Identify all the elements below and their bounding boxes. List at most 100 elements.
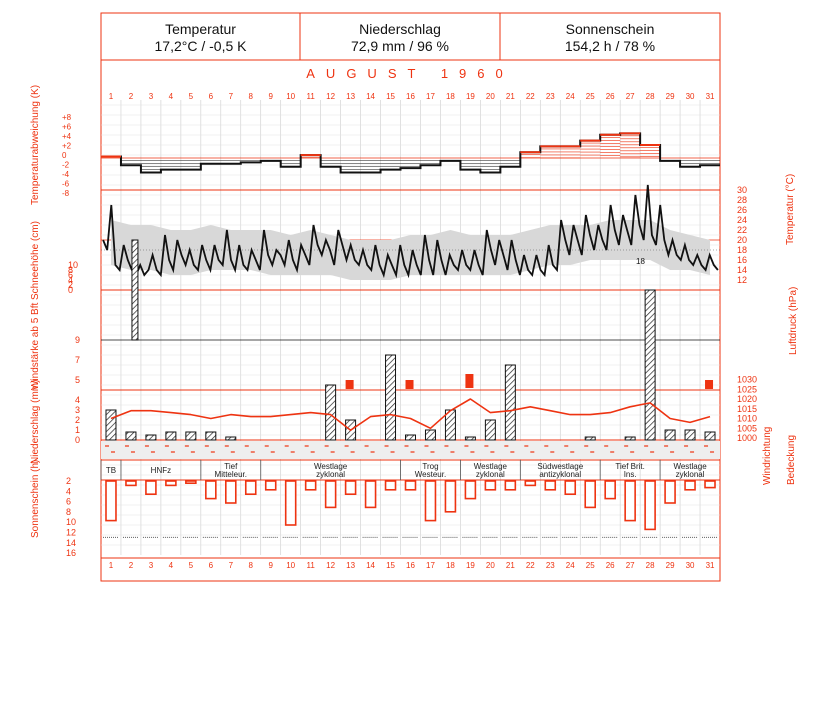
day-label-top: 20: [486, 92, 495, 101]
day-label-bottom: 5: [189, 561, 194, 570]
temp-deviation-bar: [120, 160, 141, 164]
day-label-bottom: 23: [546, 561, 555, 570]
pressure-tick: 1025: [737, 384, 757, 394]
temp-deviation-tick: +2: [62, 142, 72, 151]
pressure-tick: 1000: [737, 433, 757, 443]
sunshine-bar: [664, 480, 676, 504]
temp-deviation-fill: [680, 158, 700, 167]
temp-deviation-bar: [360, 160, 381, 170]
cloud-cover-axis-label: Bedeckung: [786, 434, 797, 485]
day-label-top: 3: [149, 92, 154, 101]
weather-type-label: HNFz: [151, 466, 171, 475]
weather-type-label: antizyklonal: [539, 470, 581, 479]
temperature-tick: 20: [737, 235, 747, 245]
wind-direction-strip: [101, 441, 720, 459]
temp-deviation-fill: [420, 158, 440, 165]
mean-temperature-label: 18: [636, 257, 645, 266]
temp-deviation-bar: [580, 142, 601, 156]
sunshine-tick: 12: [66, 528, 76, 538]
temp-deviation-bar: [540, 148, 561, 159]
sunshine-bar: [264, 480, 277, 491]
weather-type-label: Ins.: [624, 470, 637, 479]
precipitation-bar: [504, 364, 516, 441]
day-label-top: 1: [109, 92, 114, 101]
snow-tick: 10: [68, 260, 78, 270]
day-label-top: 2: [129, 92, 134, 101]
day-label-top: 19: [466, 92, 475, 101]
precipitation-tick: 0: [75, 435, 80, 445]
sunshine-bar: [464, 480, 477, 500]
day-label-bottom: 30: [686, 561, 695, 570]
temperature-tick: 18: [737, 245, 747, 255]
sunshine-bar: [644, 480, 656, 531]
precipitation-bar: [205, 431, 217, 441]
sunshine-bar: [524, 480, 537, 487]
day-label-top: 4: [169, 92, 174, 101]
weather-type-label: Tief: [224, 462, 238, 471]
day-label-top: 31: [706, 92, 715, 101]
day-label-top: 28: [646, 92, 655, 101]
temp-deviation-bar: [240, 160, 261, 161]
sunshine-bar: [344, 480, 357, 495]
wind-bar: [131, 239, 139, 341]
temperature-tick: 16: [737, 255, 747, 265]
precipitation-bar: [105, 409, 117, 441]
precipitation-bar: [145, 434, 157, 441]
pressure-tick: 1010: [737, 414, 757, 424]
day-label-bottom: 21: [506, 561, 515, 570]
day-label-top: 22: [526, 92, 535, 101]
sunshine-bar: [684, 480, 696, 491]
sunshine-tick: 4: [66, 486, 71, 496]
day-label-top: 6: [209, 92, 214, 101]
temp-deviation-bar: [160, 160, 181, 170]
storm-marker: [465, 374, 474, 388]
weather-type-label: zyklonal: [476, 470, 505, 479]
precipitation-tick: 2: [75, 415, 80, 425]
temp-deviation-bar: [500, 160, 521, 167]
precipitation-bar: [624, 436, 636, 441]
temp-deviation-bar: [640, 145, 661, 158]
temperature-tick: 26: [737, 205, 747, 215]
day-label-top: 7: [229, 92, 234, 101]
sunshine-bar: [624, 480, 636, 522]
weather-type-label: Westeur.: [415, 470, 446, 479]
snow-tick: 2: [68, 280, 73, 290]
day-label-top: 15: [386, 92, 395, 101]
sunshine-bar: [404, 480, 417, 491]
day-label-top: 5: [189, 92, 194, 101]
sunshine-bar: [244, 480, 257, 495]
pressure-tick: 1005: [737, 423, 757, 433]
day-label-bottom: 25: [586, 561, 595, 570]
precipitation-tick: 3: [75, 405, 80, 415]
temp-deviation-fill: [281, 158, 301, 167]
temp-deviation-tick: 0: [62, 151, 67, 160]
temperature-tick: 12: [737, 275, 747, 285]
day-label-top: 13: [346, 92, 355, 101]
precipitation-bar: [424, 429, 436, 441]
temp-deviation-bar: [620, 135, 641, 158]
day-label-bottom: 4: [169, 561, 174, 570]
day-label-bottom: 12: [326, 561, 335, 570]
sunshine-tick: 14: [66, 538, 76, 548]
pressure-tick: 1030: [737, 375, 757, 385]
day-label-top: 29: [666, 92, 675, 101]
temperature-summary-title: Temperatur: [165, 21, 236, 37]
precipitation-bar: [125, 431, 137, 441]
weather-type-label: Tief Brit.: [615, 462, 644, 471]
day-label-top: 30: [686, 92, 695, 101]
precipitation-bar: [405, 434, 416, 441]
temp-deviation-fill: [640, 145, 660, 158]
temp-deviation-bar: [380, 160, 401, 170]
day-label-top: 8: [249, 92, 254, 101]
temperature-axis-label: Temperatur (°C): [785, 173, 796, 245]
day-label-bottom: 10: [286, 561, 295, 570]
temp-deviation-bar: [600, 137, 621, 156]
precipitation-tick: 1: [75, 425, 80, 435]
day-label-bottom: 22: [526, 561, 535, 570]
sunshine-bar: [604, 480, 616, 500]
precipitation-summary-title: Niederschlag: [359, 21, 441, 37]
day-label-bottom: 17: [426, 561, 435, 570]
temp-deviation-bar: [340, 160, 361, 170]
sunshine-bar: [484, 480, 497, 491]
day-label-bottom: 26: [606, 561, 615, 570]
